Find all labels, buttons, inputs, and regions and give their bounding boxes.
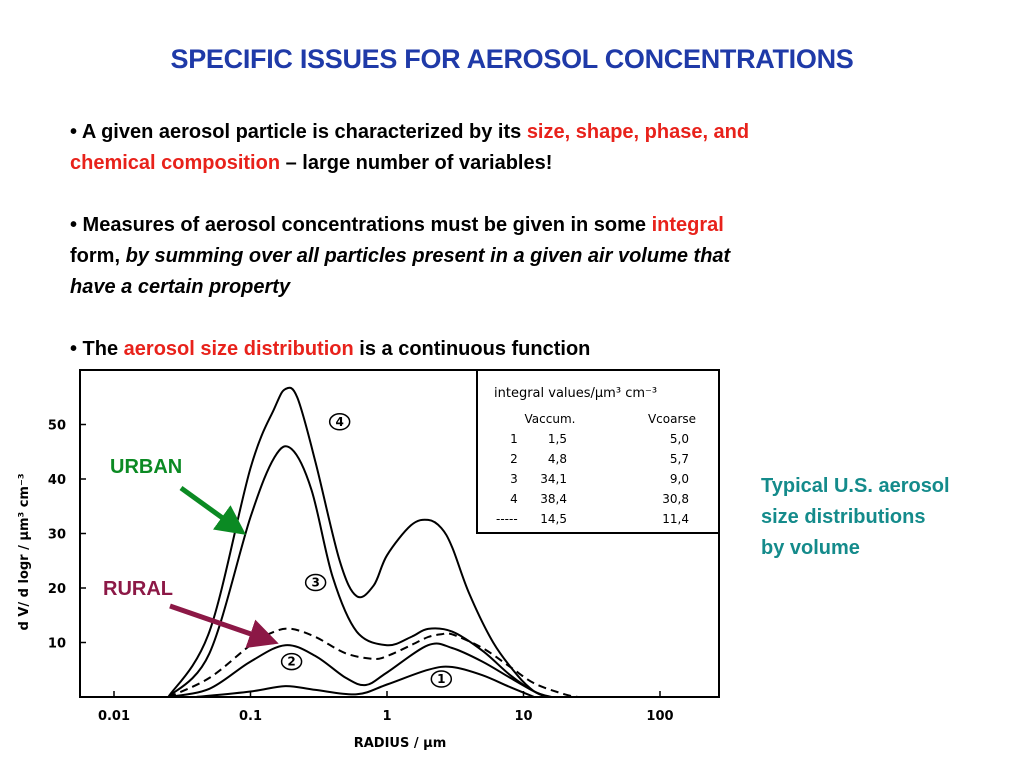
bullet-1-lead: • A given aerosol particle is characteri…	[70, 121, 527, 143]
slide-title: SPECIFIC ISSUES FOR AEROSOL CONCENTRATIO…	[170, 44, 854, 74]
integral-table-box	[476, 369, 720, 534]
curve-3	[167, 445, 552, 698]
curve-badge-label: 3	[311, 576, 319, 590]
y-tick-label: 50	[48, 419, 66, 434]
curve-dashed	[167, 627, 579, 698]
integral-table-vaccum: 1,5	[548, 432, 567, 446]
x-tick-label: 0.01	[98, 709, 130, 724]
y-tick-label: 10	[48, 637, 66, 652]
y-axis-label: d V/ d logr / µm³ cm⁻³	[17, 473, 32, 630]
integral-table-vaccum: 4,8	[548, 452, 567, 466]
bullet-2: • Measures of aerosol concentrations mus…	[70, 210, 950, 303]
integral-table-column-header: Vcoarse	[648, 412, 696, 426]
integral-table-row-key: 4	[510, 492, 518, 506]
side-note-line-3: by volume	[761, 537, 860, 559]
integral-table-vaccum: 38,4	[540, 492, 567, 506]
bullet-1: • A given aerosol particle is characteri…	[70, 117, 950, 179]
integral-table-row-key: 3	[510, 472, 518, 486]
bullet-3-lead: • The	[70, 338, 124, 360]
y-tick-label: 30	[48, 528, 66, 543]
y-tick-label: 40	[48, 473, 66, 488]
rural-arrow	[169, 603, 279, 648]
bullet-2-lead: • Measures of aerosol concentrations mus…	[70, 214, 652, 236]
integral-table-row-key: 1	[510, 432, 518, 446]
curve-badge	[304, 573, 327, 592]
x-tick-label: 1	[382, 709, 391, 724]
x-tick-label: 10	[514, 709, 532, 724]
bullet-list: • A given aerosol particle is characteri…	[70, 117, 950, 396]
integral-table-vaccum: 14,5	[540, 512, 567, 526]
bullet-3-tail: is a continuous function	[353, 338, 591, 360]
integral-table-vcoarse: 5,7	[670, 452, 689, 466]
side-note-line-2: size distributions	[761, 506, 926, 528]
curve-badge	[328, 413, 351, 431]
integral-table-vcoarse: 30,8	[662, 492, 689, 506]
integral-table-vcoarse: 5,0	[670, 432, 689, 446]
side-note-line-1: Typical U.S. aerosol	[761, 475, 950, 497]
bullet-1-highlight-b: chemical composition	[70, 152, 281, 174]
bullet-2-highlight: integral	[651, 214, 724, 236]
curve-badge	[430, 670, 453, 688]
x-axis-label: RADIUS / µm	[354, 736, 447, 751]
bullet-2-italic-b: have a certain property	[70, 276, 291, 298]
bullet-2-italic-a: by summing over all particles present in…	[125, 245, 731, 267]
integral-table-vcoarse: 11,4	[662, 512, 689, 526]
integral-table-row-key: -----	[496, 512, 518, 526]
y-tick-label: 20	[48, 582, 66, 597]
bullet-2-mid: form,	[70, 245, 126, 267]
urban-label: URBAN	[110, 456, 183, 478]
bullet-1-highlight-a: size, shape, phase, and	[526, 121, 750, 143]
bullet-3: • The aerosol size distribution is a con…	[70, 334, 950, 365]
integral-table-column-header: Vaccum.	[525, 412, 576, 426]
curve-badge-label: 1	[437, 672, 445, 686]
urban-arrow	[179, 485, 247, 535]
curve-badge-label: 2	[287, 655, 295, 669]
curve-badge-label: 4	[335, 415, 343, 429]
x-tick-label: 0.1	[239, 709, 262, 724]
integral-table-vcoarse: 9,0	[670, 472, 689, 486]
x-tick-label: 100	[646, 709, 673, 724]
bullet-3-highlight: aerosol size distribution	[123, 338, 354, 360]
rural-label: RURAL	[103, 578, 173, 600]
curve-2	[168, 642, 548, 698]
integral-table-row-key: 2	[510, 452, 518, 466]
integral-table-vaccum: 34,1	[540, 472, 567, 486]
side-note: Typical U.S. aerosol size distributions …	[761, 471, 1011, 564]
curve-badge	[280, 652, 303, 671]
curve-4	[167, 386, 548, 698]
integral-table-title: integral values/µm³ cm⁻³	[494, 386, 657, 401]
bullet-1-tail: – large number of variables!	[280, 152, 553, 174]
curve-1	[196, 665, 535, 698]
